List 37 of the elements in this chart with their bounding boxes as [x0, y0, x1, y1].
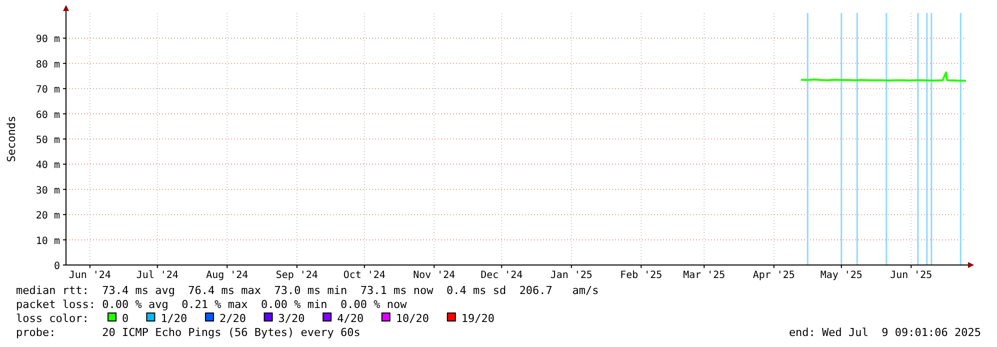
y-tick-label: 20 m — [36, 210, 60, 222]
text: end: Wed Jul 9 09:01:06 2025 — [788, 326, 981, 339]
y-tick-label: 70 m — [36, 84, 60, 96]
x-tick-label: Feb '25 — [620, 270, 662, 281]
y-tick-label: 40 m — [36, 160, 60, 172]
x-tick-label: Jul '24 — [136, 270, 178, 281]
y-tick-label: 90 m — [36, 34, 60, 46]
y-tick-label: 80 m — [36, 59, 60, 70]
x-tick-label: Sep '24 — [276, 270, 318, 281]
legend-label: 19/20 — [461, 312, 495, 325]
x-tick-label: May '25 — [820, 270, 862, 281]
y-tick-label: 30 m — [36, 185, 60, 196]
legend-label: 4/20 — [337, 312, 364, 325]
legend-label: 1/20 — [160, 312, 188, 325]
x-tick-label: Mar '25 — [683, 270, 726, 281]
x-tick-label: Nov '24 — [413, 270, 456, 281]
x-tick-label: Aug '24 — [206, 270, 248, 281]
x-tick-label: Apr '25 — [752, 270, 795, 281]
text: median rtt: 73.4 ms avg 76.4 ms max 73.0 ms min 73.1 ms now 0.4 ms sd 206.7 am/s — [16, 284, 599, 297]
x-tick-label: Dec '24 — [480, 270, 523, 281]
y-axis-title: Seconds — [5, 116, 18, 162]
line-series — [800, 71, 967, 82]
y-tick-label: 50 m — [36, 135, 60, 146]
legend-label: 10/20 — [396, 312, 430, 325]
legend-label: 2/20 — [220, 312, 246, 325]
x-tick-label: Oct '24 — [343, 270, 386, 281]
x-tick-label: Jan '25 — [550, 270, 592, 281]
text: probe: 20 ICMP Echo Pings (56 Bytes) every 60s — [16, 326, 360, 339]
legend-label: 3/20 — [278, 312, 305, 325]
x-tick-label: Jun '24 — [68, 270, 111, 281]
legend-title: loss color: — [16, 312, 89, 325]
x-tick-label: Jun '25 — [890, 270, 932, 281]
y-tick-label: 60 m — [36, 110, 60, 121]
text: packet loss: 0.00 % avg 0.21 % max 0.00 % min 0.00 % now — [16, 298, 408, 311]
legend-label: 0 — [122, 312, 129, 325]
y-tick-label: 10 m — [36, 236, 60, 247]
y-tick-label: 0 — [54, 261, 60, 272]
